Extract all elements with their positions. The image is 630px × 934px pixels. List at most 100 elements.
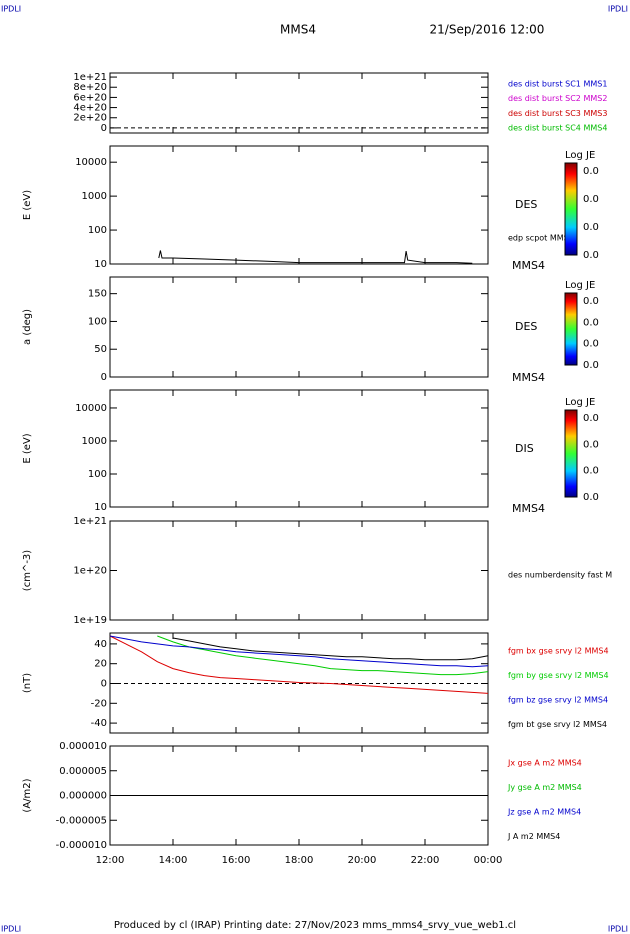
y-tick-label: 10000 bbox=[75, 157, 107, 168]
y-tick-label: 100 bbox=[88, 316, 107, 327]
y-tick-label: 0 bbox=[101, 372, 107, 383]
y-tick-label: 20 bbox=[94, 659, 107, 670]
x-tick-label: 00:00 bbox=[474, 855, 503, 866]
corner-mark: IPDLI bbox=[1, 5, 21, 14]
y-axis-label: (cm^-3) bbox=[22, 550, 33, 591]
colorbar-title: Log JE bbox=[565, 397, 595, 408]
y-tick-label: 0.000000 bbox=[59, 791, 107, 802]
legend-label: Jz gse A m2 MMS4 bbox=[507, 808, 581, 817]
y-tick-label: 4e+20 bbox=[73, 103, 107, 114]
y-tick-label: 1e+19 bbox=[73, 615, 107, 626]
colorbar-tick-label: 0.0 bbox=[583, 339, 599, 350]
x-tick-label: 16:00 bbox=[222, 855, 251, 866]
corner-mark: IPDLI bbox=[608, 5, 628, 14]
side-label: DES bbox=[515, 198, 537, 211]
y-tick-label: -0.000010 bbox=[56, 840, 107, 851]
y-tick-label: 6e+20 bbox=[73, 92, 107, 103]
legend-label: fgm bz gse srvy l2 MMS4 bbox=[508, 696, 608, 705]
colorbar-tick-label: 0.0 bbox=[583, 166, 599, 177]
colorbar-tick-label: 0.0 bbox=[583, 413, 599, 424]
y-tick-label: 1e+20 bbox=[73, 566, 107, 577]
legend-label: des dist burst SC2 MMS2 bbox=[508, 94, 607, 103]
y-tick-label: 100 bbox=[88, 469, 107, 480]
side-label: MMS4 bbox=[512, 259, 545, 272]
y-tick-label: 50 bbox=[94, 344, 107, 355]
y-axis-label: a (deg) bbox=[22, 309, 33, 345]
legend-label: J A m2 MMS4 bbox=[507, 832, 560, 841]
y-tick-label: -0.000005 bbox=[56, 815, 107, 826]
side-label: DIS bbox=[515, 442, 534, 455]
x-tick-label: 14:00 bbox=[159, 855, 188, 866]
legend-label: des dist burst SC1 MMS1 bbox=[508, 80, 607, 89]
panel-frame bbox=[109, 276, 489, 378]
y-tick-label: -40 bbox=[91, 718, 107, 729]
panel-frame bbox=[109, 389, 489, 508]
x-tick-label: 18:00 bbox=[285, 855, 314, 866]
panel-frame bbox=[109, 145, 489, 265]
side-label: MMS4 bbox=[512, 371, 545, 384]
legend-label: des numberdensity fast M bbox=[508, 571, 612, 580]
y-axis-label: (nT) bbox=[22, 673, 33, 693]
legend-label: edp scpot MMS4 bbox=[508, 234, 574, 243]
y-axis-label: (A/m2) bbox=[22, 778, 33, 812]
series-line bbox=[158, 250, 473, 264]
colorbar-tick-label: 0.0 bbox=[583, 317, 599, 328]
colorbar bbox=[564, 162, 578, 256]
colorbar-tick-label: 0.0 bbox=[583, 222, 599, 233]
panel-frame bbox=[109, 520, 489, 621]
legend-label: des dist burst SC3 MMS3 bbox=[508, 109, 607, 118]
legend-label: Jx gse A m2 MMS4 bbox=[507, 759, 582, 768]
y-axis-label: E (eV) bbox=[22, 433, 33, 463]
y-tick-label: 10 bbox=[94, 502, 107, 513]
y-tick-label: 1000 bbox=[82, 191, 107, 202]
y-tick-label: 1e+21 bbox=[73, 72, 107, 83]
legend-label: des dist burst SC4 MMS4 bbox=[508, 124, 607, 133]
colorbar bbox=[564, 292, 578, 366]
y-tick-label: 150 bbox=[88, 289, 107, 300]
series-line bbox=[109, 635, 489, 694]
colorbar-title: Log JE bbox=[565, 150, 595, 161]
y-tick-label: 0 bbox=[101, 123, 107, 134]
colorbar-tick-label: 0.0 bbox=[583, 194, 599, 205]
x-tick-label: 12:00 bbox=[96, 855, 125, 866]
colorbar-tick-label: 0.0 bbox=[583, 250, 599, 261]
corner-mark: IPDLI bbox=[608, 925, 628, 934]
legend-label: fgm bx gse srvy l2 MMS4 bbox=[508, 647, 609, 656]
colorbar-tick-label: 0.0 bbox=[583, 439, 599, 450]
y-tick-label: 10 bbox=[94, 259, 107, 270]
x-tick-label: 20:00 bbox=[348, 855, 377, 866]
corner-mark: IPDLI bbox=[1, 925, 21, 934]
date: 21/Sep/2016 12:00 bbox=[430, 23, 545, 37]
legend-label: Jy gse A m2 MMS4 bbox=[507, 783, 582, 792]
colorbar-tick-label: 0.0 bbox=[583, 466, 599, 477]
side-label: DES bbox=[515, 320, 537, 333]
colorbar-tick-label: 0.0 bbox=[583, 296, 599, 307]
y-tick-label: 10000 bbox=[75, 403, 107, 414]
colorbar-tick-label: 0.0 bbox=[583, 360, 599, 371]
series-line bbox=[172, 637, 489, 661]
y-tick-label: 8e+20 bbox=[73, 82, 107, 93]
legend-label: fgm by gse srvy l2 MMS4 bbox=[508, 671, 609, 680]
y-tick-label: 0.000005 bbox=[59, 766, 107, 777]
y-tick-label: 0.000010 bbox=[59, 741, 107, 752]
y-tick-label: 1e+21 bbox=[73, 516, 107, 527]
colorbar-title: Log JE bbox=[565, 280, 595, 291]
y-tick-label: 0 bbox=[101, 678, 107, 689]
chart-title: MMS4 bbox=[280, 23, 316, 37]
y-tick-label: 100 bbox=[88, 225, 107, 236]
legend-label: fgm bt gse srvy l2 MMS4 bbox=[508, 720, 607, 729]
y-tick-label: 1000 bbox=[82, 436, 107, 447]
panel-frame bbox=[109, 72, 489, 134]
y-tick-label: 40 bbox=[94, 639, 107, 650]
footer: Produced by cl (IRAP) Printing date: 27/… bbox=[114, 920, 516, 931]
side-label: MMS4 bbox=[512, 502, 545, 515]
series-line bbox=[109, 635, 489, 668]
y-tick-label: 2e+20 bbox=[73, 113, 107, 124]
series-line bbox=[157, 635, 489, 676]
colorbar-tick-label: 0.0 bbox=[583, 492, 599, 503]
colorbar bbox=[564, 409, 578, 498]
y-axis-label: E (eV) bbox=[22, 190, 33, 220]
x-tick-label: 22:00 bbox=[411, 855, 440, 866]
y-tick-label: -20 bbox=[91, 698, 107, 709]
